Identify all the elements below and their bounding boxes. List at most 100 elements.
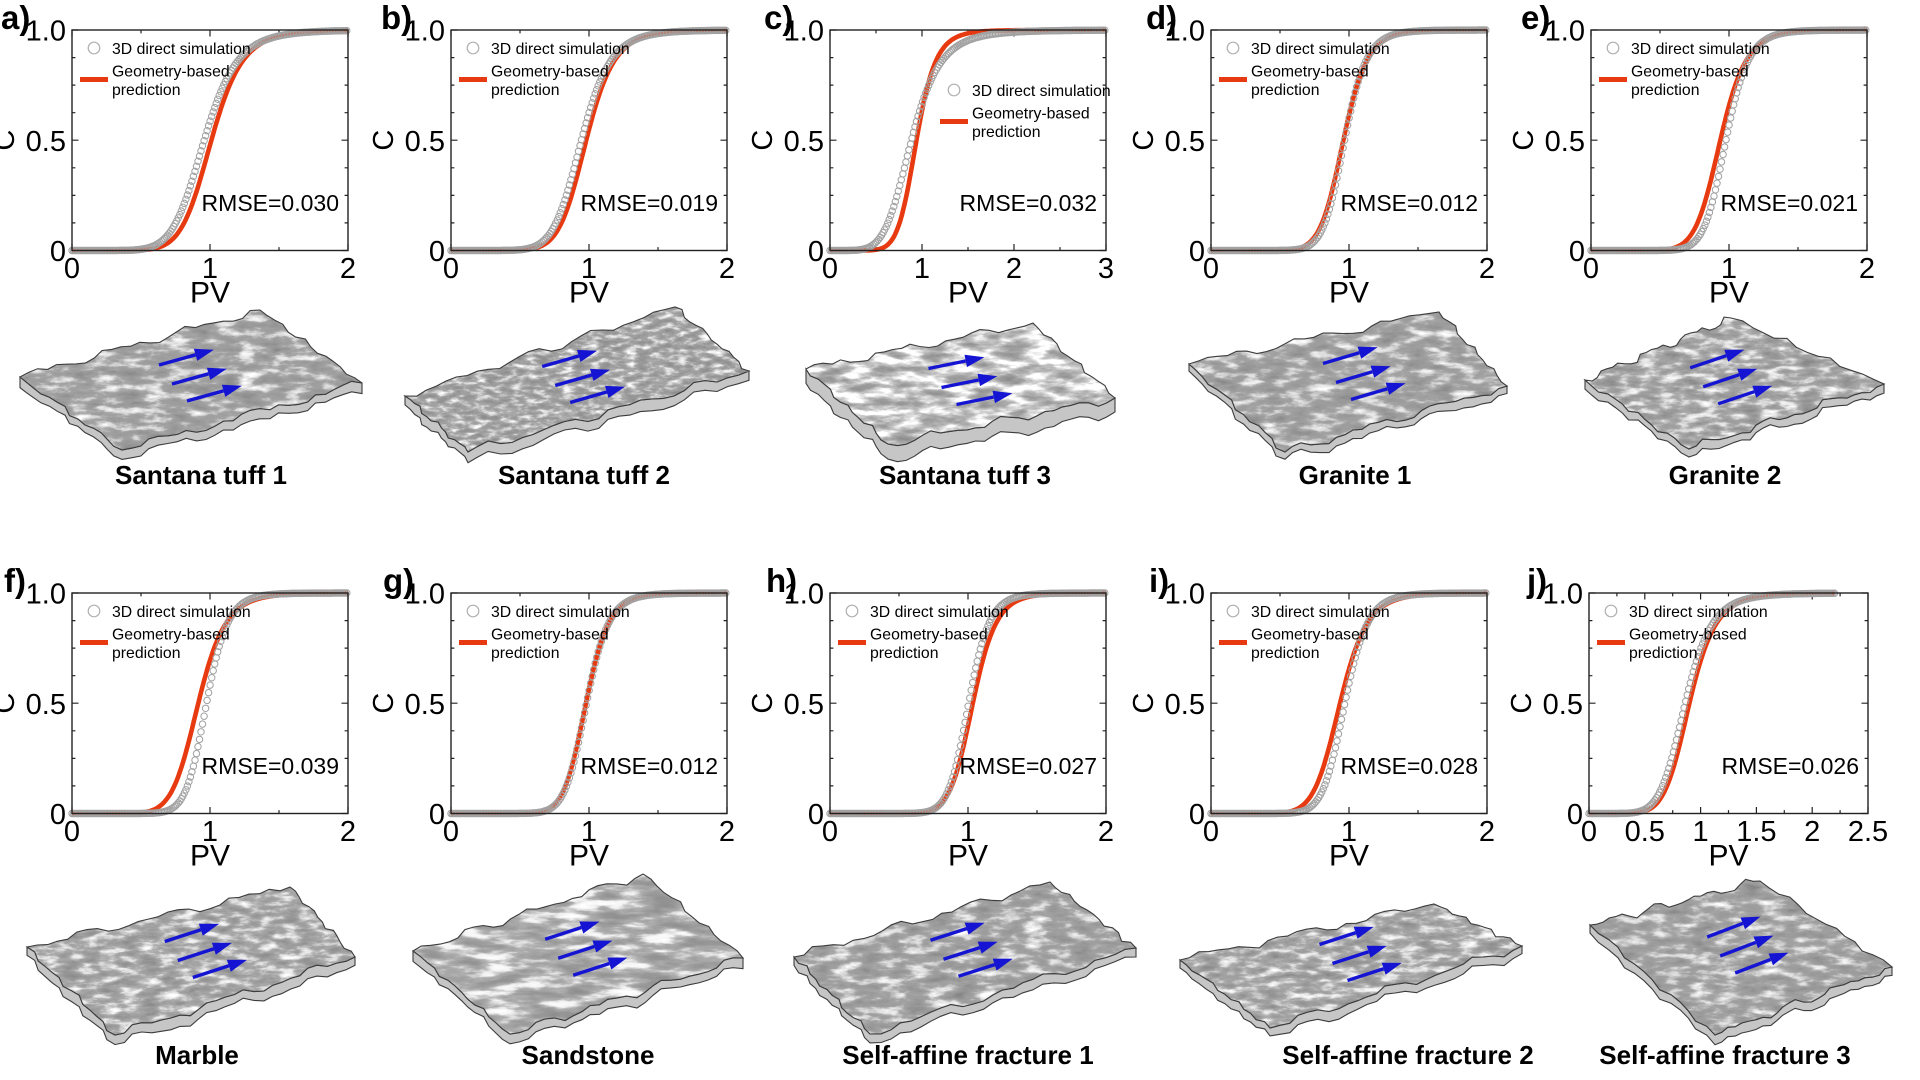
svg-text:Santana tuff 3: Santana tuff 3 xyxy=(879,460,1051,490)
svg-text:3D direct simulation: 3D direct simulation xyxy=(1631,41,1770,58)
svg-text:0.5: 0.5 xyxy=(784,689,824,721)
svg-text:1.0: 1.0 xyxy=(1543,579,1583,611)
svg-text:0: 0 xyxy=(1203,253,1219,285)
svg-text:Geometry-based: Geometry-based xyxy=(112,63,230,80)
svg-text:3D direct simulation: 3D direct simulation xyxy=(870,604,1009,621)
svg-text:PV: PV xyxy=(948,840,988,873)
svg-text:Geometry-based: Geometry-based xyxy=(491,626,609,643)
svg-text:0: 0 xyxy=(1203,816,1219,848)
svg-text:3D direct simulation: 3D direct simulation xyxy=(112,41,251,58)
svg-text:prediction: prediction xyxy=(1629,645,1698,662)
svg-text:1: 1 xyxy=(1721,253,1737,285)
svg-text:prediction: prediction xyxy=(491,645,560,662)
svg-text:3D direct simulation: 3D direct simulation xyxy=(972,83,1111,100)
svg-text:3D direct simulation: 3D direct simulation xyxy=(1251,604,1390,621)
svg-text:0.5: 0.5 xyxy=(26,689,66,721)
svg-text:1.0: 1.0 xyxy=(405,16,445,48)
svg-text:3D direct simulation: 3D direct simulation xyxy=(1251,41,1390,58)
svg-text:RMSE=0.028: RMSE=0.028 xyxy=(1341,753,1478,779)
svg-text:PV: PV xyxy=(1329,277,1369,310)
svg-text:1.0: 1.0 xyxy=(784,16,824,48)
svg-text:C: C xyxy=(368,693,400,714)
svg-text:RMSE=0.019: RMSE=0.019 xyxy=(581,190,718,216)
svg-text:3D direct simulation: 3D direct simulation xyxy=(1629,604,1768,621)
svg-text:1.0: 1.0 xyxy=(26,579,66,611)
svg-text:0: 0 xyxy=(1567,799,1583,831)
svg-text:0: 0 xyxy=(1569,236,1585,268)
svg-text:Geometry-based: Geometry-based xyxy=(112,626,230,643)
svg-text:1.0: 1.0 xyxy=(1165,16,1205,48)
svg-text:C: C xyxy=(0,693,21,714)
svg-text:c): c) xyxy=(764,0,793,36)
svg-text:1.0: 1.0 xyxy=(1545,16,1585,48)
svg-text:C: C xyxy=(1128,693,1160,714)
svg-text:0.5: 0.5 xyxy=(1543,689,1583,721)
svg-text:C: C xyxy=(747,693,779,714)
svg-text:Geometry-based: Geometry-based xyxy=(1631,63,1749,80)
svg-text:PV: PV xyxy=(569,840,609,873)
svg-text:0: 0 xyxy=(822,816,838,848)
svg-text:2: 2 xyxy=(1859,253,1875,285)
svg-text:1: 1 xyxy=(914,253,930,285)
svg-text:1.5: 1.5 xyxy=(1736,816,1776,848)
svg-text:Santana tuff 1: Santana tuff 1 xyxy=(115,460,287,490)
svg-text:h): h) xyxy=(766,562,797,599)
svg-text:1: 1 xyxy=(581,253,597,285)
svg-text:Self-affine fracture 2: Self-affine fracture 2 xyxy=(1282,1040,1533,1070)
svg-text:0: 0 xyxy=(50,799,66,831)
svg-text:C: C xyxy=(0,130,21,151)
svg-text:Geometry-based: Geometry-based xyxy=(491,63,609,80)
svg-text:RMSE=0.012: RMSE=0.012 xyxy=(1341,190,1478,216)
svg-text:C: C xyxy=(1508,130,1540,151)
svg-text:0.5: 0.5 xyxy=(405,126,445,158)
svg-text:Self-affine fracture 1: Self-affine fracture 1 xyxy=(842,1040,1093,1070)
svg-text:3D direct simulation: 3D direct simulation xyxy=(112,604,251,621)
svg-text:0.5: 0.5 xyxy=(405,689,445,721)
svg-text:PV: PV xyxy=(1708,840,1748,873)
svg-text:Granite 1: Granite 1 xyxy=(1299,460,1412,490)
svg-text:d): d) xyxy=(1146,0,1177,36)
svg-text:prediction: prediction xyxy=(112,645,181,662)
svg-text:C: C xyxy=(1506,693,1538,714)
svg-text:0: 0 xyxy=(443,816,459,848)
svg-text:0: 0 xyxy=(429,236,445,268)
svg-text:1: 1 xyxy=(202,816,218,848)
svg-text:0.5: 0.5 xyxy=(1545,126,1585,158)
svg-text:Geometry-based: Geometry-based xyxy=(1251,63,1369,80)
svg-text:Self-affine fracture 3: Self-affine fracture 3 xyxy=(1599,1040,1850,1070)
svg-text:2: 2 xyxy=(1006,253,1022,285)
svg-text:Sandstone: Sandstone xyxy=(522,1040,655,1070)
svg-text:2: 2 xyxy=(719,816,735,848)
svg-text:0: 0 xyxy=(1581,816,1597,848)
svg-text:j): j) xyxy=(1526,562,1547,599)
svg-text:RMSE=0.021: RMSE=0.021 xyxy=(1721,190,1858,216)
svg-text:0: 0 xyxy=(808,236,824,268)
svg-text:1: 1 xyxy=(1693,816,1709,848)
svg-text:prediction: prediction xyxy=(491,82,560,99)
svg-text:0: 0 xyxy=(50,236,66,268)
svg-text:RMSE=0.039: RMSE=0.039 xyxy=(202,753,339,779)
svg-text:g): g) xyxy=(383,562,414,599)
svg-text:0.5: 0.5 xyxy=(1165,689,1205,721)
svg-text:f): f) xyxy=(4,562,26,599)
svg-text:b): b) xyxy=(381,0,412,36)
svg-text:PV: PV xyxy=(1709,277,1749,310)
svg-text:0.5: 0.5 xyxy=(1165,126,1205,158)
svg-text:C: C xyxy=(1128,130,1160,151)
svg-text:2: 2 xyxy=(1479,816,1495,848)
svg-text:Santana tuff 2: Santana tuff 2 xyxy=(498,460,670,490)
svg-text:2.5: 2.5 xyxy=(1848,816,1888,848)
svg-text:PV: PV xyxy=(948,277,988,310)
svg-text:PV: PV xyxy=(190,840,230,873)
svg-text:RMSE=0.027: RMSE=0.027 xyxy=(960,753,1097,779)
svg-text:prediction: prediction xyxy=(1251,82,1320,99)
svg-text:prediction: prediction xyxy=(1631,82,1700,99)
svg-text:0: 0 xyxy=(64,253,80,285)
svg-text:1: 1 xyxy=(960,816,976,848)
svg-text:1.0: 1.0 xyxy=(1165,579,1205,611)
svg-text:prediction: prediction xyxy=(972,124,1041,141)
svg-text:Geometry-based: Geometry-based xyxy=(972,105,1090,122)
svg-text:prediction: prediction xyxy=(1251,645,1320,662)
svg-text:2: 2 xyxy=(1804,816,1820,848)
svg-text:prediction: prediction xyxy=(112,82,181,99)
